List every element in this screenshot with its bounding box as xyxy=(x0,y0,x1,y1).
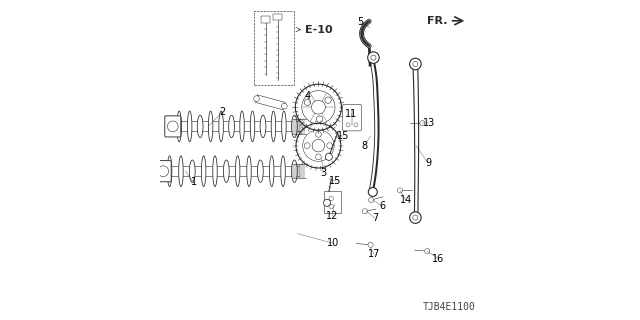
Ellipse shape xyxy=(271,111,276,142)
Text: 6: 6 xyxy=(380,201,385,212)
Circle shape xyxy=(410,212,421,223)
FancyBboxPatch shape xyxy=(273,14,282,20)
Ellipse shape xyxy=(236,156,240,187)
Text: 1: 1 xyxy=(191,177,196,188)
Text: FR.: FR. xyxy=(427,16,448,26)
Ellipse shape xyxy=(257,160,263,182)
Circle shape xyxy=(410,58,421,70)
FancyBboxPatch shape xyxy=(324,191,342,213)
Ellipse shape xyxy=(202,156,206,187)
Polygon shape xyxy=(255,95,285,110)
Text: 3: 3 xyxy=(320,168,326,178)
Text: 8: 8 xyxy=(361,140,367,151)
Text: 7: 7 xyxy=(372,213,378,223)
Ellipse shape xyxy=(168,156,172,187)
Ellipse shape xyxy=(197,115,203,138)
Ellipse shape xyxy=(228,115,234,138)
Ellipse shape xyxy=(292,160,297,182)
Circle shape xyxy=(425,249,430,254)
Ellipse shape xyxy=(219,111,223,142)
Ellipse shape xyxy=(223,160,229,182)
Text: 15: 15 xyxy=(329,176,342,186)
Ellipse shape xyxy=(260,115,266,138)
Ellipse shape xyxy=(247,156,252,187)
Text: 14: 14 xyxy=(399,195,412,205)
Ellipse shape xyxy=(177,111,182,142)
Text: 10: 10 xyxy=(326,238,339,248)
Circle shape xyxy=(368,242,373,247)
Circle shape xyxy=(325,153,332,160)
FancyBboxPatch shape xyxy=(155,161,172,182)
Circle shape xyxy=(397,188,403,193)
FancyBboxPatch shape xyxy=(165,116,181,137)
Ellipse shape xyxy=(209,111,213,142)
FancyArrowPatch shape xyxy=(296,28,301,32)
FancyBboxPatch shape xyxy=(343,104,361,131)
Ellipse shape xyxy=(188,111,192,142)
Circle shape xyxy=(368,188,378,196)
Text: 11: 11 xyxy=(345,108,358,119)
Text: 15: 15 xyxy=(337,131,349,141)
Bar xyxy=(254,11,294,85)
Text: 9: 9 xyxy=(425,158,431,168)
Ellipse shape xyxy=(250,111,255,142)
Text: 17: 17 xyxy=(368,249,381,260)
Text: E-10: E-10 xyxy=(305,25,333,35)
Text: 5: 5 xyxy=(357,17,363,28)
Circle shape xyxy=(420,121,425,126)
Text: 13: 13 xyxy=(422,118,435,128)
Text: TJB4E1100: TJB4E1100 xyxy=(422,302,475,312)
Circle shape xyxy=(367,52,379,63)
Ellipse shape xyxy=(282,111,286,142)
Circle shape xyxy=(253,96,259,101)
Ellipse shape xyxy=(240,111,244,142)
Ellipse shape xyxy=(189,160,195,182)
Circle shape xyxy=(362,209,367,214)
Ellipse shape xyxy=(212,156,217,187)
Circle shape xyxy=(323,199,330,206)
Ellipse shape xyxy=(292,115,297,138)
Text: 2: 2 xyxy=(220,107,225,117)
Circle shape xyxy=(282,103,287,109)
Ellipse shape xyxy=(269,156,274,187)
Ellipse shape xyxy=(179,156,183,187)
Text: 12: 12 xyxy=(326,211,339,221)
FancyBboxPatch shape xyxy=(262,16,270,23)
Circle shape xyxy=(369,197,374,203)
Ellipse shape xyxy=(281,156,285,187)
Text: 16: 16 xyxy=(432,253,445,264)
Text: 4: 4 xyxy=(304,91,310,101)
